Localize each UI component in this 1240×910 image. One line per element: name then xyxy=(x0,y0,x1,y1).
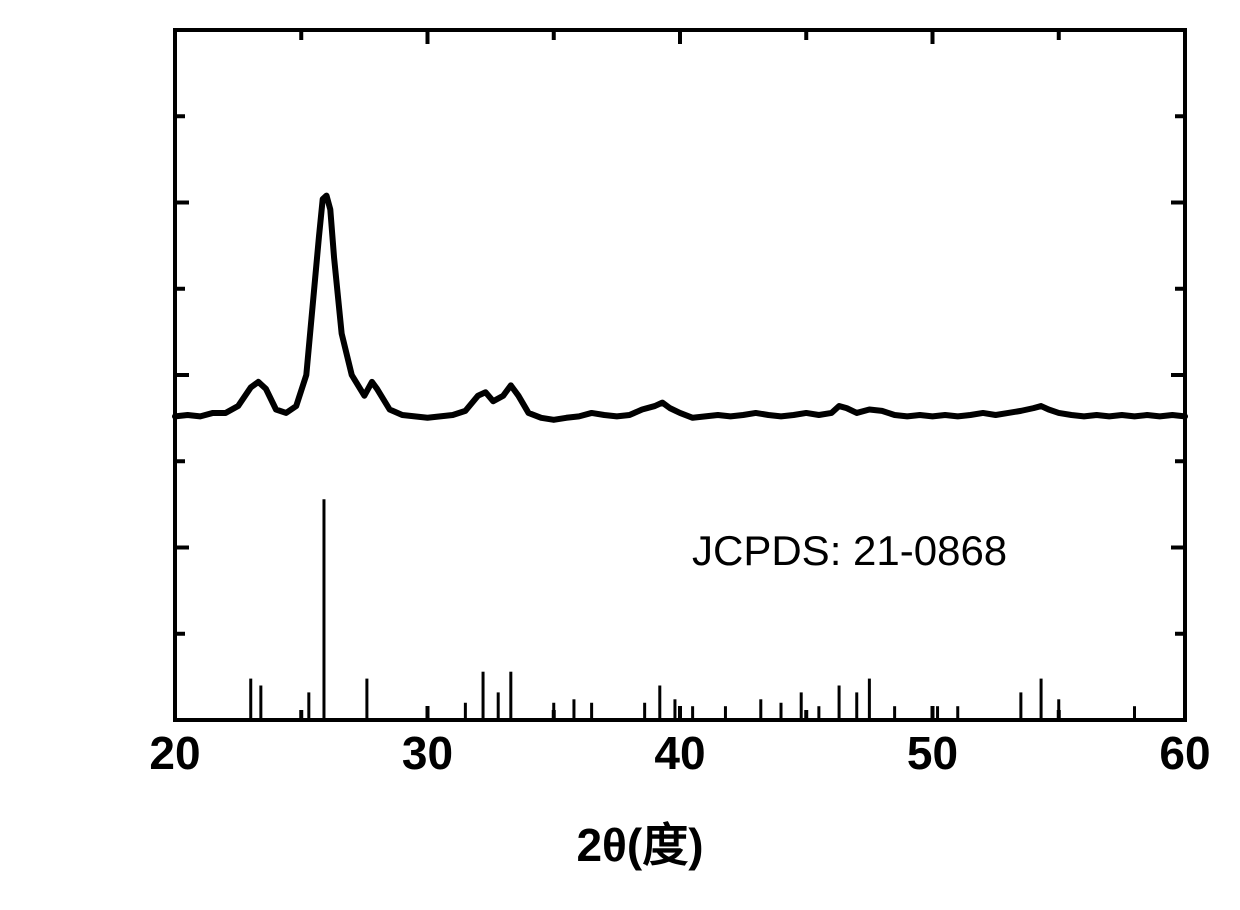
jcpds-annotation: JCPDS: 21-0868 xyxy=(692,527,1007,575)
x-tick-label: 30 xyxy=(402,726,453,780)
x-tick-label: 20 xyxy=(149,726,200,780)
x-axis-label: 2θ(度) xyxy=(576,809,703,875)
x-tick-label: 50 xyxy=(907,726,958,780)
x-tick-label: 60 xyxy=(1159,726,1210,780)
chart-container: 强度 (a.u.) 2θ(度) 2030405060JCPDS: 21-0868 xyxy=(80,30,1200,880)
plot-svg xyxy=(135,0,1225,760)
x-tick-label: 40 xyxy=(654,726,705,780)
